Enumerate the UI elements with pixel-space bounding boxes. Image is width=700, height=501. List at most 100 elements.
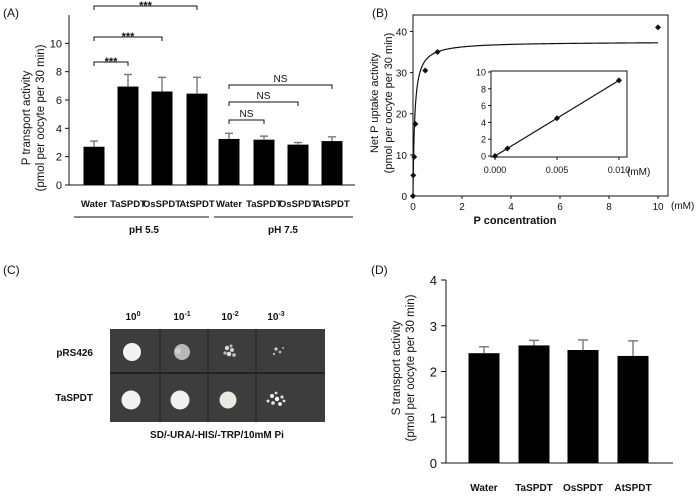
panel-d-ytick-label: 4: [430, 273, 437, 288]
panel-a-significance-label: NS: [240, 109, 254, 120]
spot-taspdt-2: [170, 390, 190, 410]
panel-d-bar: [518, 345, 550, 463]
panel-b-plot-frame: [412, 14, 669, 197]
panel-d-label: (D): [371, 263, 388, 277]
panel-a-category-label: AtSPDT: [314, 199, 350, 210]
yeast-spots: [121, 343, 286, 410]
panel-b-inset-point: [616, 77, 622, 84]
panel-b-points: [410, 24, 661, 199]
panel-a-bracket: [93, 5, 198, 10]
panel-b-inset-ytick-label: 10: [476, 68, 486, 78]
panel-b-fit-curve: [412, 42, 659, 196]
panel-b-axes: [412, 14, 669, 197]
panel-d-bar: [468, 353, 500, 463]
panel-d-ytick-label: 0: [430, 456, 437, 471]
panel-d-category-label: Water: [470, 483, 498, 494]
spot-taspdt-3: [219, 391, 237, 409]
panel-b-inset-xtick-label: 0.000: [484, 165, 507, 175]
panel-b-xunit: (mM): [671, 201, 694, 212]
panel-d-category-label: OsSPDT: [563, 483, 603, 494]
plate-grid-lines: [110, 329, 325, 422]
panel-b-xtick-label: 10: [652, 202, 664, 213]
panel-b-inset-point: [504, 145, 511, 152]
panel-d-category-label: TaSPDT: [515, 483, 553, 494]
panel-b-inset: 0 2 4 6 8 10 0.000 0.005 0.010: [476, 68, 630, 176]
panel-b-data-point: [411, 153, 418, 160]
panel-a-bar: [218, 138, 240, 185]
panel-c-dilution-label: 10-1: [173, 311, 190, 323]
panel-b-inset-xtick-label: 0.005: [546, 165, 569, 175]
panel-b-data-point: [410, 172, 417, 179]
panel-a-bar: [287, 144, 309, 185]
panel-d-ylabel-line2: (pmol per oocyte per 30 min): [405, 294, 417, 441]
panel-a-category-label: TaSPDT: [246, 199, 282, 210]
panel-a-significance-label: ***: [139, 0, 153, 12]
panel-d-ytick-label: 1: [430, 410, 437, 425]
panel-a-ylabel-line2: (pmol per oocyte per 30 min): [35, 44, 47, 191]
panel-d-bars: [468, 339, 649, 463]
panel-b-label: (B): [372, 6, 388, 20]
panel-c-dilution-labels: 100 10-1 10-2 10-3: [125, 311, 284, 323]
panel-b-xtick-label: 8: [606, 202, 612, 213]
spot-prs426-4: [272, 347, 284, 356]
panel-b-ylabel-line2: (pmol per oocyte per 30 min): [383, 33, 395, 174]
panel-a-ytick-label: 8: [56, 67, 62, 79]
panel-b-inset-frame: [490, 70, 628, 158]
panel-a-bracket: [228, 119, 265, 124]
spot-taspdt-4: [266, 391, 286, 406]
panel-d-ylabel-line1: S transport activity: [391, 320, 403, 415]
panel-a-significance-label: NS: [274, 74, 288, 85]
panel-a-bar: [186, 93, 208, 185]
panel-a-bar: [151, 91, 173, 185]
panel-b-inset-ytick-label: 4: [481, 118, 486, 128]
panel-b-xtick-label: 2: [459, 202, 465, 213]
panel-d-bar: [617, 355, 649, 463]
panel-d-category-label: AtSPDT: [614, 483, 651, 494]
plate-image: [110, 329, 325, 422]
panel-b-inset-xunit: (mM): [627, 167, 650, 178]
panel-d-y-ticks: 0 1 2 3 4: [430, 273, 446, 471]
panel-a-bar: [83, 146, 105, 185]
panel-d-ytick-label: 2: [430, 365, 437, 380]
panel-b-xtick-label: 4: [508, 202, 514, 213]
panel-a-category-label: OsSPDT: [279, 199, 317, 210]
panel-b-ytick-label: 40: [396, 27, 408, 38]
panel-a-ytick-label: 0: [56, 180, 62, 192]
panel-b-inset-ytick-label: 8: [481, 84, 486, 94]
spot-taspdt-1: [121, 390, 141, 410]
panel-a-bracket: [93, 61, 129, 66]
panel-b-data-point: [410, 193, 416, 199]
panel-a-ytick-label: 4: [56, 123, 62, 135]
spot-prs426-3: [223, 344, 236, 357]
panel-b-inset-line: [494, 79, 620, 157]
panel-a-category-label: Water: [81, 199, 107, 210]
panel-b-inset-ytick-label: 0: [481, 152, 486, 162]
panel-b-data-point: [655, 24, 661, 31]
panel-b-ytick-label: 20: [396, 110, 408, 121]
panel-a-bar: [117, 86, 139, 185]
panel-b-data-point: [412, 121, 419, 128]
panel-a-bracket: [228, 84, 333, 89]
panel-b-data-point: [434, 49, 441, 56]
panel-a-category-label: TaSPDT: [110, 199, 146, 210]
panel-b-michaelis-menten-curve: [412, 42, 659, 196]
panel-c-label: (C): [3, 263, 20, 277]
panel-a-significance-label: ***: [105, 56, 119, 68]
panel-b-inset-ytick-label: 6: [481, 101, 486, 111]
panel-b-inset-point: [554, 115, 560, 122]
panel-a-ylabel-line1: P transport activity: [21, 71, 33, 166]
panel-a: (A) P transport activity (pmol per oocyt…: [3, 0, 355, 236]
panel-a-y-ticks: 0 2 4 6 8 10: [50, 38, 69, 192]
panel-a-bracket: [93, 36, 163, 41]
panel-a-significance-label: NS: [257, 91, 271, 102]
panel-a-bars: [83, 73, 343, 185]
panel-c-dilution-label: 10-2: [221, 311, 238, 323]
panel-b-xtick-label: 6: [557, 202, 563, 213]
spot-prs426-1: [123, 343, 141, 361]
panel-d-bar: [567, 349, 599, 463]
panel-a-bar: [253, 139, 275, 185]
spot-prs426-2-detail: [175, 348, 181, 354]
panel-c-dilution-label: 100: [125, 311, 140, 323]
panel-b-inset-point: [492, 153, 498, 159]
